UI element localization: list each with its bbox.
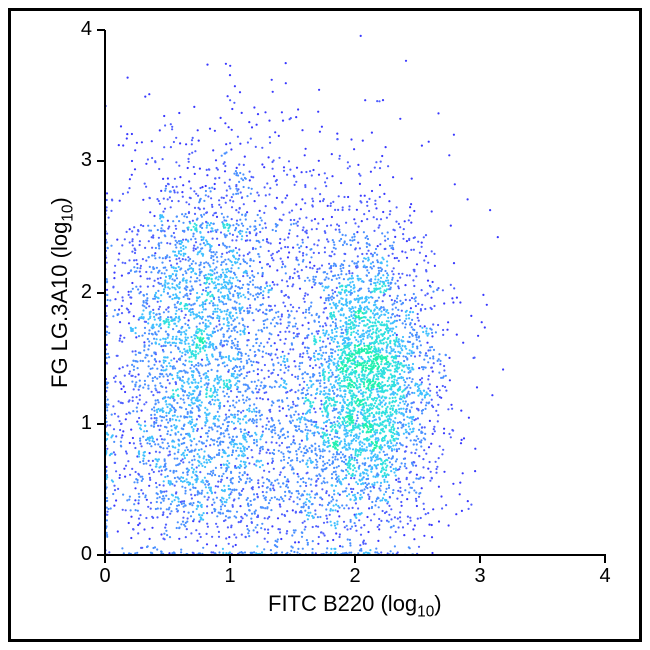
x-tick bbox=[479, 555, 481, 563]
x-tick-label: 0 bbox=[90, 565, 120, 588]
y-axis-label: FG LG.3A10 (log10) bbox=[47, 197, 77, 388]
scatter-canvas bbox=[105, 30, 605, 555]
y-tick bbox=[97, 423, 105, 425]
x-tick-label: 3 bbox=[465, 565, 495, 588]
y-tick bbox=[97, 554, 105, 556]
x-tick bbox=[104, 555, 106, 563]
x-axis-label-suffix: ) bbox=[434, 591, 441, 616]
x-axis-label: FITC B220 (log10) bbox=[268, 591, 442, 621]
x-tick bbox=[229, 555, 231, 563]
x-axis-label-sub: 10 bbox=[417, 603, 434, 620]
x-axis-label-prefix: FITC B220 (log bbox=[268, 591, 417, 616]
y-axis-label-suffix: ) bbox=[47, 197, 72, 204]
x-tick-label: 4 bbox=[590, 565, 620, 588]
x-tick bbox=[354, 555, 356, 563]
y-tick bbox=[97, 292, 105, 294]
scatter-plot bbox=[105, 30, 605, 555]
y-tick bbox=[97, 160, 105, 162]
y-tick-label: 0 bbox=[62, 543, 92, 566]
y-axis-label-sub: 10 bbox=[59, 205, 76, 222]
y-tick bbox=[97, 29, 105, 31]
x-tick-label: 2 bbox=[340, 565, 370, 588]
x-tick bbox=[604, 555, 606, 563]
y-tick-label: 1 bbox=[62, 412, 92, 435]
y-tick-label: 3 bbox=[62, 149, 92, 172]
y-axis-label-prefix: FG LG.3A10 (log bbox=[47, 222, 72, 388]
y-tick-label: 4 bbox=[62, 18, 92, 41]
x-tick-label: 1 bbox=[215, 565, 245, 588]
